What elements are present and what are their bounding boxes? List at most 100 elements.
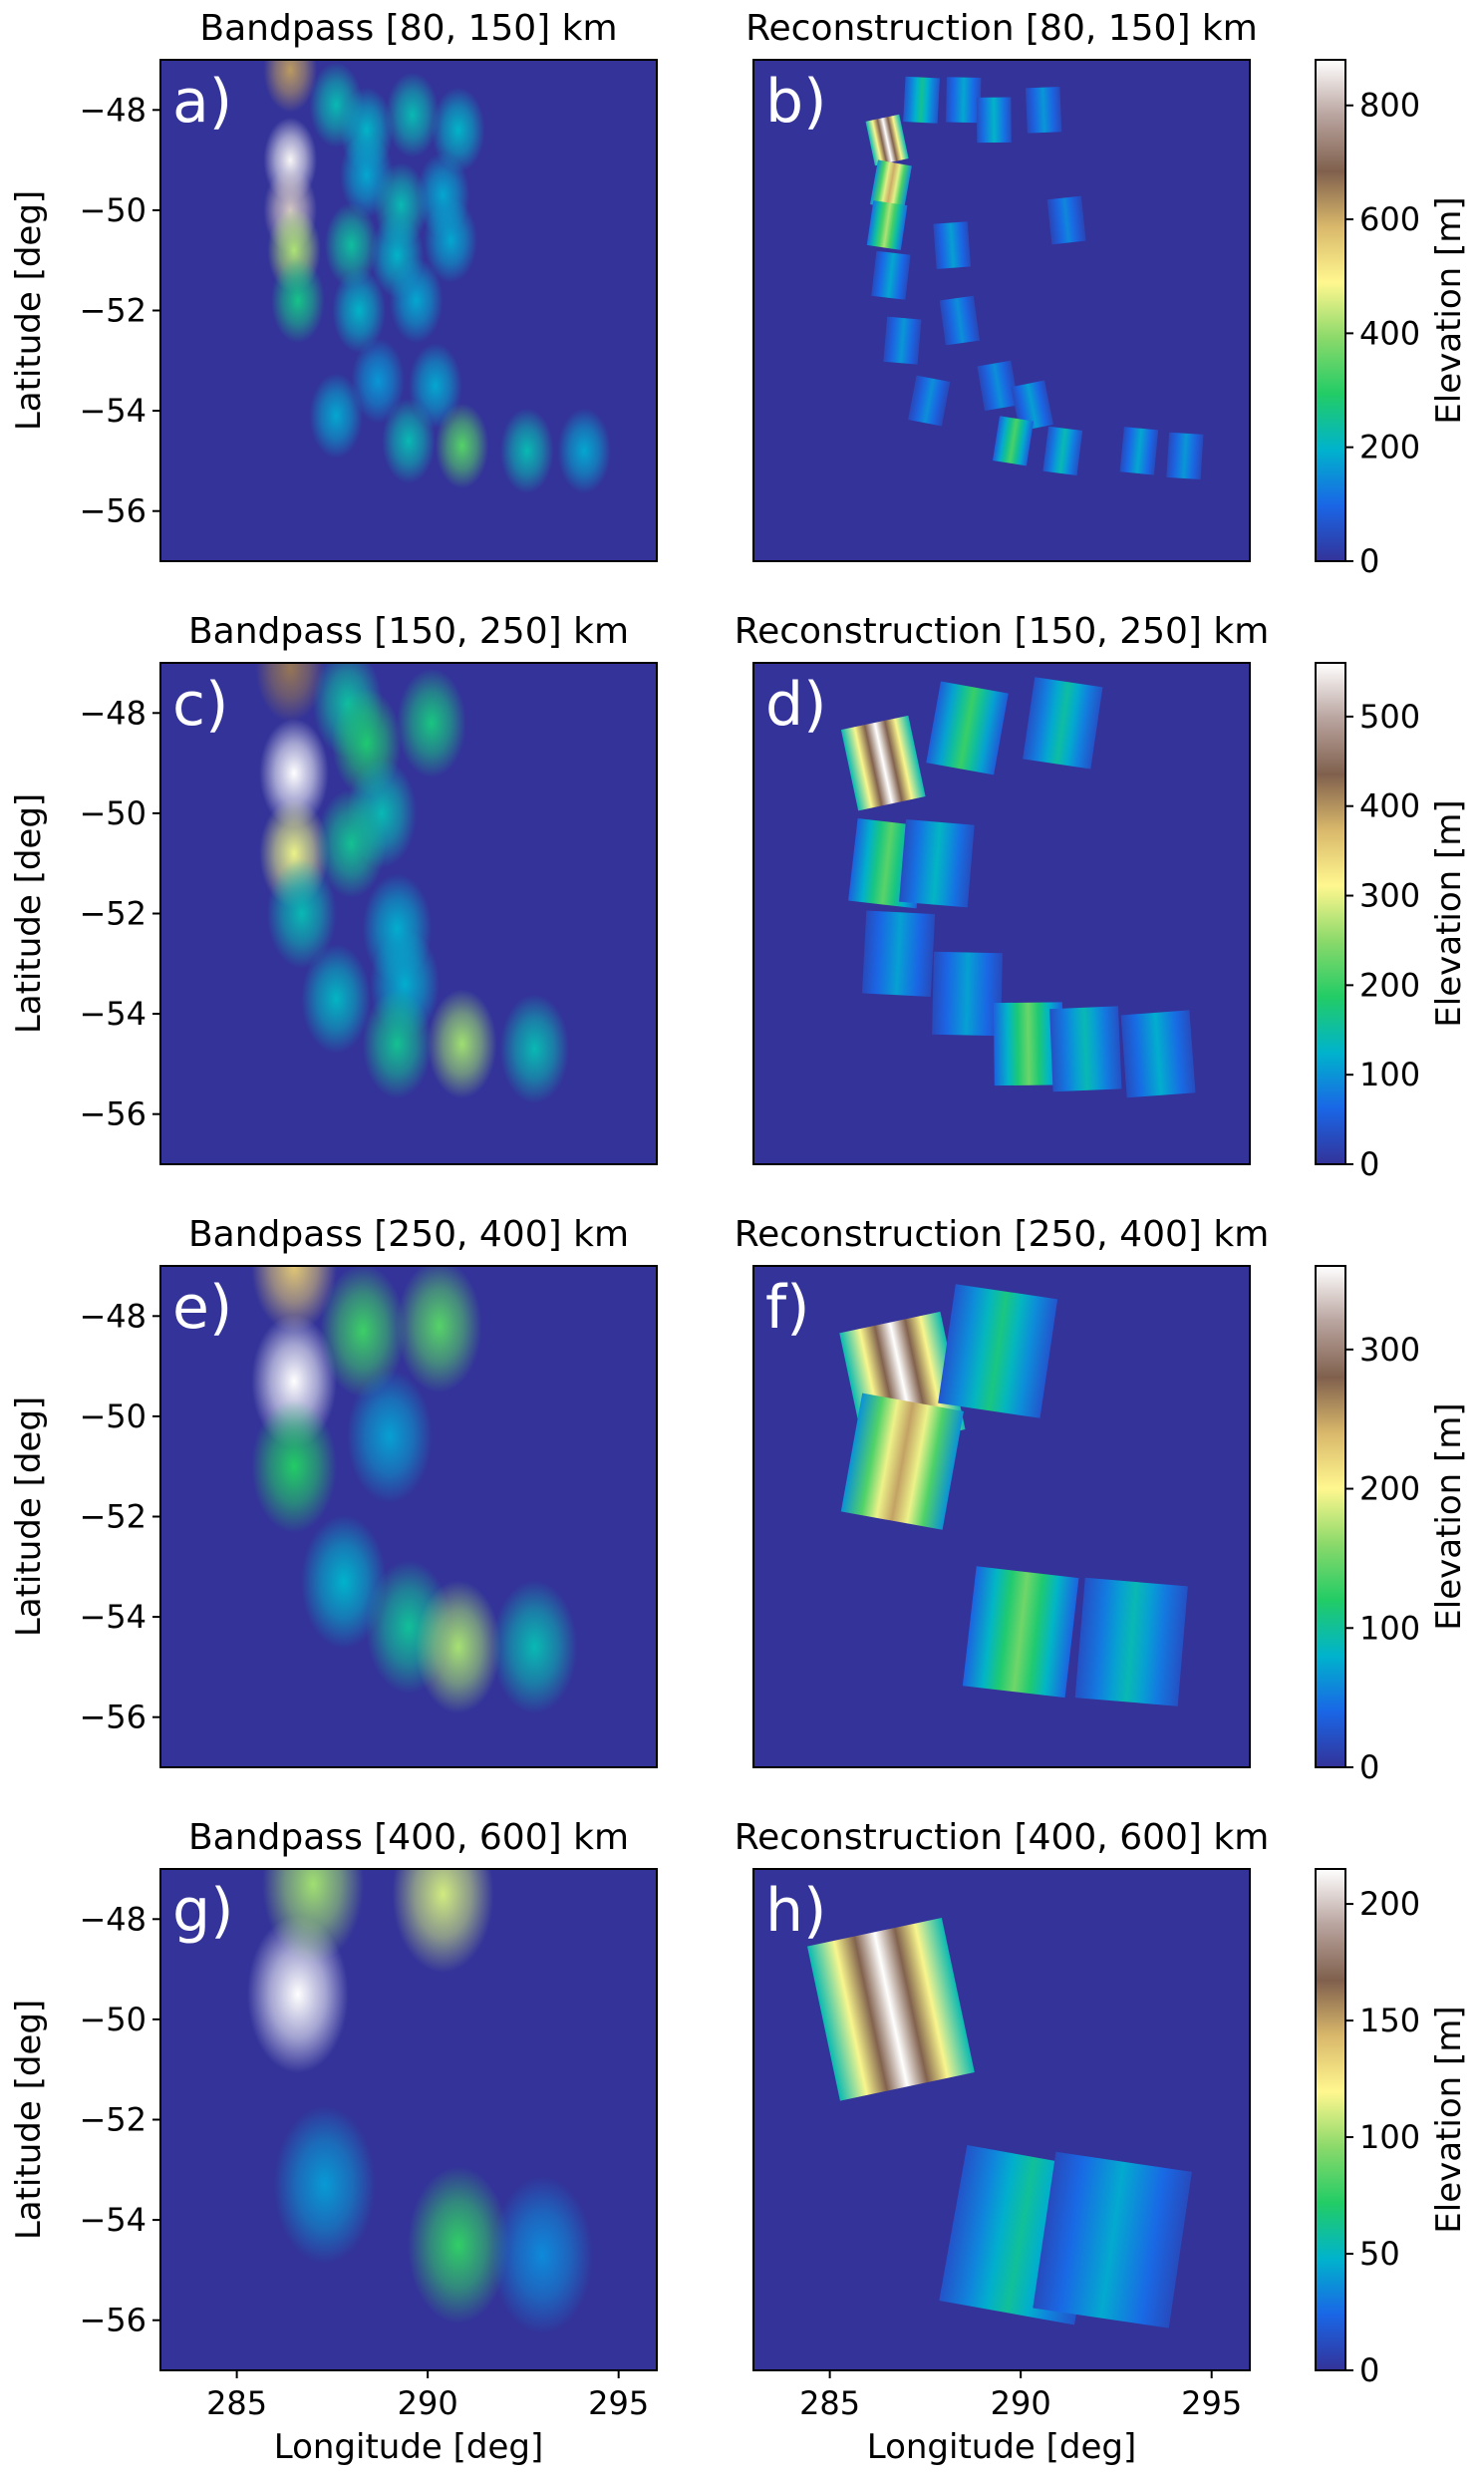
colorbar-tick-label: 800 bbox=[1359, 87, 1420, 125]
y-tick-label: −56 bbox=[79, 2302, 147, 2339]
reconstruction-tile bbox=[840, 715, 926, 811]
heatmap-blob bbox=[415, 1580, 501, 1714]
colorbar-tick-label: 200 bbox=[1359, 429, 1420, 466]
x-axis-label: Longitude [deg] bbox=[867, 2427, 1137, 2467]
reconstruction-tile bbox=[1011, 380, 1054, 432]
panel-title: Bandpass [80, 150] km bbox=[199, 8, 617, 49]
colorbar-tick-label: 600 bbox=[1359, 200, 1420, 238]
colorbar-tick-label: 0 bbox=[1359, 1145, 1379, 1183]
x-tick-label: 285 bbox=[206, 2384, 267, 2422]
panel-c: c) Bandpass [150, 250] km −48 −50 −52 −54 −56 L… bbox=[9, 611, 658, 1165]
plot-frame bbox=[752, 662, 1251, 1165]
panel-letter: f) bbox=[765, 1273, 810, 1343]
x-tick-label: 295 bbox=[588, 2384, 649, 2422]
plot-background bbox=[753, 60, 1250, 561]
colorbar-tick-label: 200 bbox=[1359, 966, 1420, 1004]
plot-frame bbox=[752, 1265, 1251, 1768]
heatmap-blob bbox=[346, 1370, 433, 1503]
y-tick-label: −48 bbox=[79, 694, 147, 732]
colorbar bbox=[1315, 59, 1346, 562]
reconstruction-tile bbox=[861, 910, 936, 997]
y-tick-label: −54 bbox=[79, 2201, 147, 2239]
reconstruction-tile bbox=[1120, 1010, 1196, 1098]
reconstruction-tile bbox=[903, 76, 940, 124]
panel-title: Reconstruction [250, 400] km bbox=[735, 1214, 1270, 1255]
colorbar-tick-label: 200 bbox=[1359, 1885, 1420, 1923]
colorbar-tick-label: 200 bbox=[1359, 1470, 1420, 1508]
reconstruction-tile bbox=[1166, 432, 1204, 480]
colorbar-tick-label: 0 bbox=[1359, 2351, 1379, 2389]
panel-letter: a) bbox=[172, 67, 232, 137]
colorbar-tick-label: 500 bbox=[1359, 698, 1420, 736]
colorbar-tick-label: 0 bbox=[1359, 542, 1379, 580]
panel-title: Reconstruction [400, 600] km bbox=[735, 1817, 1270, 1858]
panel-letter: b) bbox=[765, 67, 827, 137]
y-tick-label: −48 bbox=[79, 1900, 147, 1938]
colorbar-label: Elevation [m] bbox=[1429, 799, 1469, 1027]
heatmap-blob bbox=[392, 1869, 494, 1974]
x-tick-label: 290 bbox=[991, 2384, 1051, 2422]
x-tick-label: 295 bbox=[1181, 2384, 1242, 2422]
reconstruction-tile bbox=[932, 951, 1003, 1037]
colorbar-tick-label: 50 bbox=[1359, 2235, 1400, 2273]
panel-g: g) Bandpass [400, 600] km −48 −50 −52 −54 −56 L… bbox=[9, 1817, 658, 2467]
reconstruction-tile bbox=[899, 818, 975, 908]
y-axis-label: Latitude [deg] bbox=[9, 190, 49, 431]
heatmap-blob bbox=[396, 1266, 482, 1394]
x-tick-label: 290 bbox=[398, 2384, 458, 2422]
heatmap-blob bbox=[427, 989, 497, 1099]
reconstruction-tile bbox=[908, 375, 951, 427]
y-tick-label: −50 bbox=[79, 191, 147, 229]
reconstruction-tile bbox=[993, 1002, 1063, 1086]
y-tick-label: −52 bbox=[79, 1498, 147, 1536]
colorbar-label: Elevation [m] bbox=[1429, 196, 1469, 424]
y-tick-label: −54 bbox=[79, 392, 147, 430]
y-tick-label: −50 bbox=[79, 1397, 147, 1435]
y-tick-label: −54 bbox=[79, 995, 147, 1033]
panel-letter: g) bbox=[172, 1876, 234, 1946]
heatmap-blob bbox=[351, 338, 406, 424]
reconstruction-tile bbox=[1046, 195, 1086, 245]
colorbar-tick-label: 100 bbox=[1359, 2118, 1420, 2156]
colorbar-tick-label: 300 bbox=[1359, 877, 1420, 915]
x-tick-label: 285 bbox=[799, 2384, 860, 2422]
colorbar-tick-label: 400 bbox=[1359, 787, 1420, 825]
reconstruction-tile bbox=[871, 250, 911, 300]
heatmap-blob bbox=[362, 989, 433, 1099]
heatmap-blob bbox=[266, 858, 337, 969]
reconstruction-tile bbox=[883, 316, 922, 365]
heatmap-blob bbox=[397, 668, 466, 778]
reconstruction-tile bbox=[1049, 1006, 1122, 1092]
heatmap-blob bbox=[407, 2166, 509, 2324]
y-tick-label: −50 bbox=[79, 2001, 147, 2038]
colorbar bbox=[1315, 662, 1346, 1165]
reconstruction-tile bbox=[926, 681, 1009, 775]
y-tick-label: −56 bbox=[79, 1095, 147, 1133]
reconstruction-tile bbox=[945, 77, 982, 124]
reconstruction-tile bbox=[1119, 427, 1159, 475]
reconstruction-tile bbox=[869, 159, 912, 211]
heatmap-blob bbox=[301, 944, 372, 1054]
y-tick-label: −50 bbox=[79, 794, 147, 832]
plot-frame bbox=[752, 59, 1251, 562]
heatmap-blob bbox=[324, 202, 379, 288]
heatmap-blob bbox=[499, 994, 570, 1104]
colorbar bbox=[1315, 1868, 1346, 2371]
heatmap-blob bbox=[320, 1266, 406, 1398]
heatmap-blob bbox=[332, 267, 387, 354]
reconstruction-tile bbox=[1033, 2151, 1192, 2328]
colorbar-tick-label: 300 bbox=[1359, 1331, 1420, 1369]
heatmap-blob bbox=[491, 1580, 578, 1714]
y-axis-label: Latitude [deg] bbox=[9, 793, 49, 1034]
x-axis-label: Longitude [deg] bbox=[274, 2427, 544, 2467]
panel-title: Reconstruction [80, 150] km bbox=[745, 8, 1258, 49]
panel-f: f) Reconstruction [250, 400] km 0 100 200 300… bbox=[735, 1214, 1469, 1786]
colorbar-tick-label: 100 bbox=[1359, 1609, 1420, 1647]
panel-title: Reconstruction [150, 250] km bbox=[735, 611, 1270, 652]
panel-title: Bandpass [400, 600] km bbox=[188, 1817, 629, 1858]
colorbar-tick-label: 0 bbox=[1359, 1748, 1379, 1786]
reconstruction-tile bbox=[992, 416, 1035, 466]
reconstruction-tile bbox=[806, 1918, 975, 2101]
y-tick-label: −52 bbox=[79, 292, 147, 330]
heatmap-blob bbox=[386, 72, 440, 158]
